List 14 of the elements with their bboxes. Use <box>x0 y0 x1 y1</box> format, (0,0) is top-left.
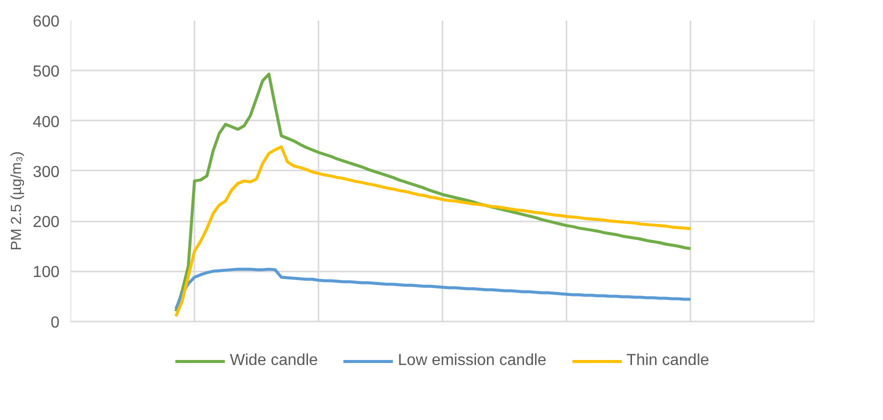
legend-label: Thin candle <box>626 352 710 370</box>
line-series <box>174 72 692 313</box>
y-tick-label: 300 <box>32 164 60 181</box>
y-tick-label: 600 <box>32 14 60 30</box>
y-tick-label: 200 <box>32 214 60 232</box>
legend-label: Wide candle <box>230 352 318 370</box>
y-axis-title: PM 2.5 (µg/m₃) <box>8 151 25 251</box>
y-tick-label: 100 <box>32 264 60 282</box>
line-series <box>174 268 692 310</box>
legend-label: Low emission candle <box>398 352 546 370</box>
y-tick-label: 0 <box>50 314 60 332</box>
y-tick-label: 500 <box>32 64 60 81</box>
y-tick-label: 400 <box>32 114 60 131</box>
line-series <box>174 145 692 318</box>
